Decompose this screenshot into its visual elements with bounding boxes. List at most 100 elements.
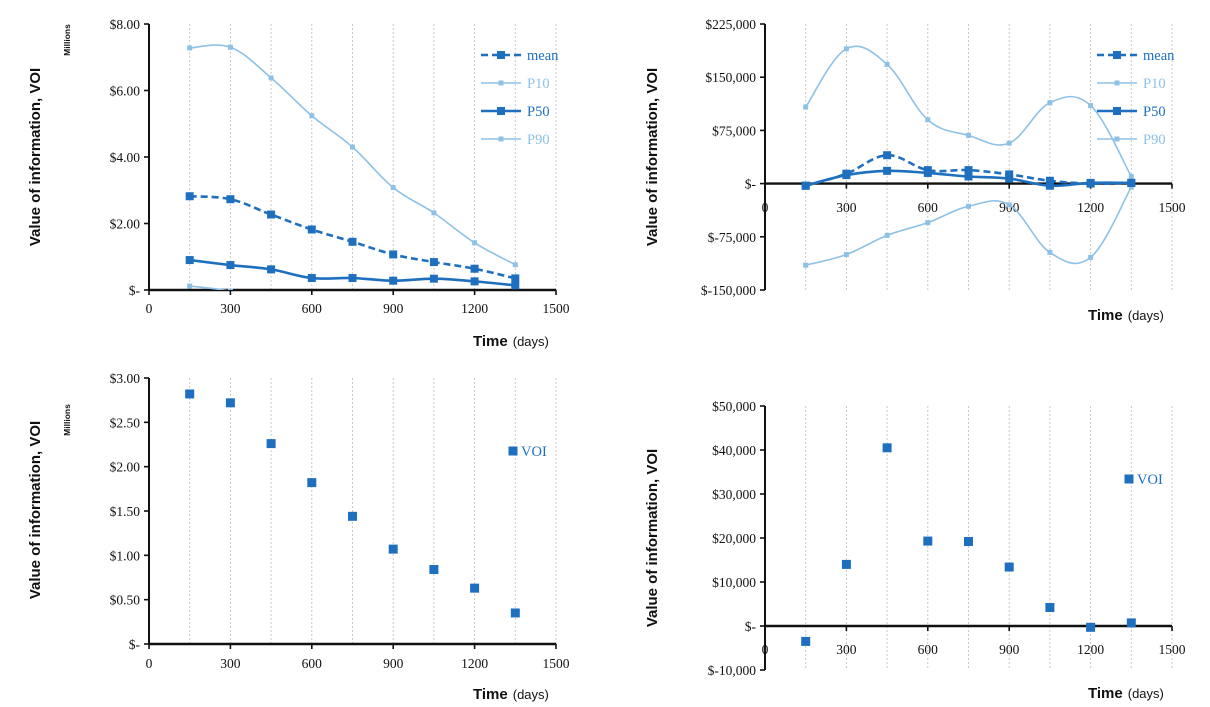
- y-tick-label: $2.00: [110, 217, 141, 232]
- data-point: [187, 45, 193, 51]
- legend-marker: [508, 446, 518, 456]
- data-point: [187, 283, 193, 289]
- x-tick-label: 600: [302, 301, 323, 316]
- y-tick-label: $-: [129, 637, 141, 652]
- y-tick-label: $-: [129, 283, 141, 298]
- legend-label: P90: [1143, 132, 1166, 148]
- data-point: [1045, 181, 1054, 190]
- legend-marker: [497, 107, 505, 115]
- data-point: [389, 250, 398, 259]
- chart-panel-2: $-150,000 $-75,000 $- $75,000 $150,000 $225,0…: [644, 17, 1186, 324]
- data-point: [348, 511, 357, 521]
- data-point: [841, 559, 851, 569]
- units-note: Millions: [62, 404, 72, 436]
- y-tick-label: $75,000: [712, 123, 756, 138]
- data-point: [1086, 179, 1095, 188]
- data-point: [1128, 174, 1134, 180]
- data-point: [1005, 170, 1014, 179]
- data-point: [801, 636, 811, 646]
- legend-label: P90: [527, 132, 550, 148]
- data-point: [966, 203, 971, 209]
- x-axis-title: Time (days): [473, 333, 549, 350]
- legend: VOI: [508, 444, 547, 460]
- y-tick-label: $225,000: [705, 17, 756, 32]
- data-point: [1088, 103, 1094, 109]
- legend: mean P10 P50 P90: [1097, 48, 1175, 148]
- data-point: [267, 265, 276, 274]
- legend-marker: [498, 136, 504, 142]
- x-tick-label: 900: [383, 301, 404, 316]
- data-point: [1126, 618, 1136, 628]
- data-point: [1006, 202, 1012, 208]
- legend-label: mean: [527, 48, 559, 64]
- legend-item-mean: mean: [1097, 48, 1175, 64]
- series-p10: [187, 283, 233, 290]
- data-point: [883, 151, 892, 160]
- data-point: [472, 240, 478, 246]
- data-point: [511, 281, 520, 290]
- data-point: [964, 172, 973, 181]
- x-tick-label: 1500: [543, 656, 570, 671]
- data-point: [1127, 178, 1136, 187]
- legend-label: P50: [1143, 104, 1166, 120]
- x-tick-label: 300: [220, 656, 241, 671]
- x-tick-label: 0: [762, 200, 769, 215]
- x-tick-label: 1200: [1077, 200, 1104, 215]
- y-tick-label: $150,000: [705, 70, 756, 85]
- y-tick-label: $3.00: [110, 371, 141, 386]
- gridlines: [805, 24, 1173, 290]
- legend-item-p90: P90: [481, 132, 550, 148]
- x-axis-title: Time (days): [1088, 307, 1164, 324]
- data-point: [1086, 622, 1096, 632]
- y-tick-label: $-: [745, 619, 757, 634]
- legend-item-p10: P10: [1097, 76, 1166, 92]
- x-tick-label: 1200: [1077, 642, 1104, 657]
- data-point: [1004, 562, 1014, 572]
- legend-label: VOI: [1137, 472, 1163, 488]
- data-point: [431, 210, 437, 216]
- data-point: [226, 261, 235, 270]
- x-tick-label: 1500: [543, 301, 570, 316]
- data-point: [350, 144, 355, 150]
- y-axis-title: Value of information, VOI: [27, 421, 44, 599]
- x-tick-label: 1500: [1159, 200, 1186, 215]
- chart-panel-1: $- $2.00 $4.00 $6.00 $8.00 0 300 600 900 1200 1500…: [27, 17, 570, 350]
- legend-item-p50: P50: [1097, 104, 1166, 120]
- x-tick-label: 0: [146, 656, 153, 671]
- data-point: [185, 389, 195, 399]
- data-point: [510, 608, 520, 618]
- plot-area: [185, 44, 520, 290]
- data-point: [348, 237, 357, 246]
- data-point: [429, 565, 439, 575]
- y-tick-label: $-75,000: [708, 230, 757, 245]
- series-voi: [185, 389, 520, 618]
- data-point: [964, 166, 973, 175]
- data-point: [803, 104, 809, 110]
- data-point: [470, 277, 479, 286]
- y-axis-title: Value of information, VOI: [644, 449, 661, 627]
- y-tick-label: $1.50: [110, 504, 141, 519]
- data-point: [227, 44, 233, 50]
- legend-label: VOI: [521, 444, 547, 460]
- data-point: [388, 544, 398, 554]
- data-point: [470, 583, 480, 593]
- series-p90: [187, 44, 518, 268]
- data-point: [964, 537, 973, 547]
- legend: mean P10 P50 P90: [481, 48, 559, 148]
- data-point: [1128, 184, 1134, 190]
- legend-item-p10: P10: [481, 76, 550, 92]
- legend-item-voi: VOI: [508, 444, 547, 460]
- data-point: [801, 181, 810, 190]
- gridlines: [189, 378, 557, 644]
- data-point: [307, 225, 316, 234]
- data-point: [803, 262, 809, 268]
- legend-marker: [498, 80, 504, 86]
- y-tick-label: $50,000: [712, 399, 756, 414]
- legend-marker: [497, 51, 505, 59]
- y-tick-label: $30,000: [712, 487, 756, 502]
- data-point: [267, 210, 276, 219]
- gridlines: [805, 406, 1173, 670]
- x-tick-label: 1200: [461, 656, 488, 671]
- data-point: [225, 398, 235, 408]
- y-tick-label: $10,000: [712, 575, 756, 590]
